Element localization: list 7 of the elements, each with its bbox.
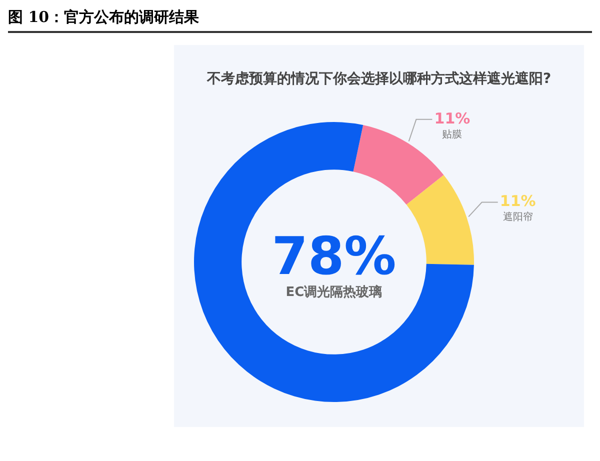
chart-subtitle: 不考虑预算的情况下你会选择以哪种方式这样遮光遮阳? bbox=[206, 70, 552, 89]
slice-label: 贴膜 bbox=[442, 128, 462, 140]
data-label: 11% bbox=[500, 192, 536, 210]
data-label: 11% bbox=[434, 109, 470, 128]
slice-label: EC调光隔热玻璃 bbox=[286, 284, 382, 300]
slice-label: 遮阳帘 bbox=[502, 211, 533, 224]
chart-title: 图 10：官方公布的调研结果 bbox=[8, 8, 592, 33]
